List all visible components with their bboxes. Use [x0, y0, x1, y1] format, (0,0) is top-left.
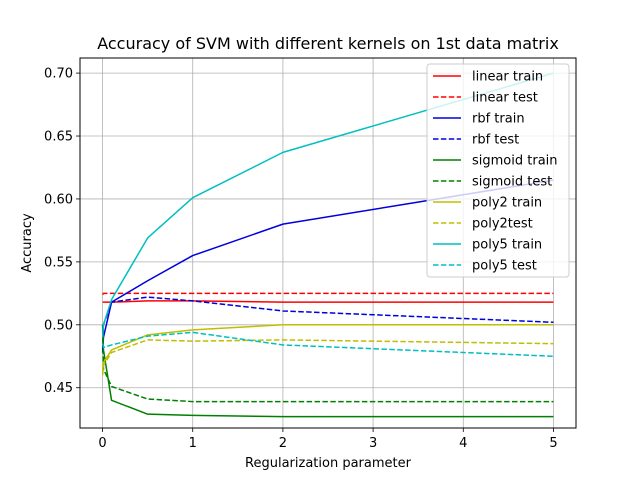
legend: linear train linear test rbf train rbf test… — [426, 63, 570, 278]
legend-label: poly5 test — [472, 259, 537, 274]
chart-title: Accuracy of SVM with different kernels o… — [97, 34, 559, 53]
x-tick-label: 1 — [189, 436, 197, 451]
legend-label: poly2 train — [472, 196, 542, 211]
legend-label: poly5 train — [472, 238, 542, 253]
series-line-linear-test — [102, 292, 554, 296]
x-tick-label: 0 — [98, 436, 106, 451]
legend-label: sigmoid train — [472, 154, 558, 169]
y-tick-label: 0.70 — [44, 67, 73, 82]
y-tick-label: 0.55 — [44, 255, 73, 270]
legend-label: rbf test — [472, 133, 519, 148]
legend-box — [426, 63, 570, 278]
series-line-poly2-train — [101, 324, 554, 373]
legend-label: linear train — [472, 70, 543, 85]
y-tick-label: 0.60 — [44, 192, 73, 207]
legend-label: rbf train — [472, 112, 525, 127]
y-axis: 0.45 0.50 0.55 0.60 0.65 0.70 — [44, 67, 80, 396]
series-line-poly5-train — [101, 72, 554, 338]
y-tick-label: 0.45 — [44, 381, 73, 396]
legend-label: sigmoid test — [472, 175, 552, 190]
legend-label: linear test — [472, 91, 538, 106]
series-layer — [101, 72, 554, 418]
x-tick-label: 5 — [549, 436, 557, 451]
series-line-linear-train — [102, 300, 554, 303]
series-line-poly5-test — [101, 331, 554, 358]
x-axis: 0 1 2 3 4 5 — [98, 428, 558, 451]
legend-label: poly2test — [472, 217, 533, 232]
series-line-poly2test — [101, 339, 554, 376]
series-line-rbf-test — [101, 296, 554, 350]
plot-frame — [79, 57, 577, 429]
series-line-sigmoid-test — [101, 324, 554, 403]
y-tick-label: 0.50 — [44, 318, 73, 333]
y-tick-label: 0.65 — [44, 130, 73, 145]
x-tick-label: 3 — [369, 436, 377, 451]
x-tick-label: 2 — [279, 436, 287, 451]
y-axis-label: Accuracy — [20, 213, 35, 273]
series-line-sigmoid-train — [101, 324, 554, 418]
x-tick-label: 4 — [459, 436, 467, 451]
x-axis-label: Regularization parameter — [245, 456, 412, 471]
